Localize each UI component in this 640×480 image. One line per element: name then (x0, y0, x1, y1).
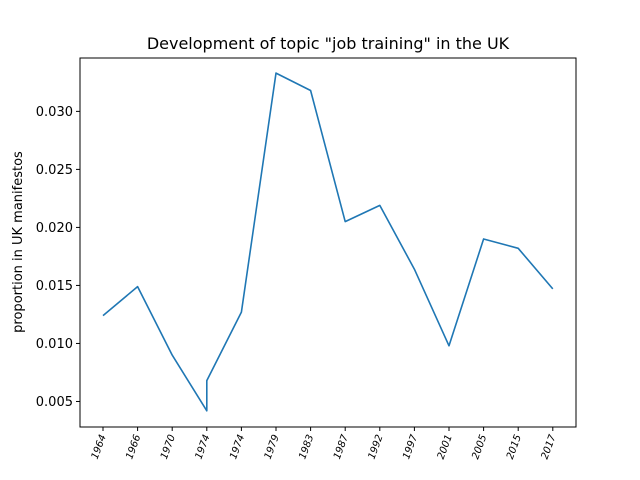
x-tick-label: 2017 (540, 433, 559, 461)
y-tick-label: 0.015 (36, 279, 73, 294)
x-tick-label: 1974 (194, 433, 213, 461)
chart-title: Development of topic "job training" in t… (147, 34, 510, 53)
x-tick-label: 2001 (436, 433, 455, 461)
plot-frame (79, 57, 577, 428)
x-tick-label: 1987 (332, 433, 351, 461)
x-tick-label: 1970 (159, 433, 178, 461)
x-tick-label: 1974 (228, 433, 247, 461)
y-ticks: 0.005 0.010 0.015 0.020 0.025 0.030 (36, 105, 80, 410)
x-tick-label: 1979 (263, 433, 282, 461)
y-tick-label: 0.010 (36, 337, 73, 352)
series-group (102, 72, 554, 412)
x-tick-label: 1964 (90, 433, 109, 461)
x-tick-label: 2005 (470, 433, 489, 461)
y-tick-label: 0.025 (36, 163, 73, 178)
y-axis-label: proportion in UK manifestos (11, 151, 26, 333)
x-tick-label: 1997 (401, 433, 420, 461)
x-tick-label: 1983 (297, 433, 316, 461)
x-tick-label: 1992 (367, 433, 386, 461)
y-tick-label: 0.005 (36, 395, 73, 410)
x-ticks: 1964 1966 1970 1974 1974 1979 1983 1987 1992 1997… (90, 427, 559, 461)
series-line (102, 72, 554, 412)
x-tick-label: 1966 (124, 433, 143, 461)
x-tick-label: 2015 (505, 433, 524, 461)
y-tick-label: 0.030 (36, 105, 73, 120)
y-tick-label: 0.020 (36, 221, 73, 236)
